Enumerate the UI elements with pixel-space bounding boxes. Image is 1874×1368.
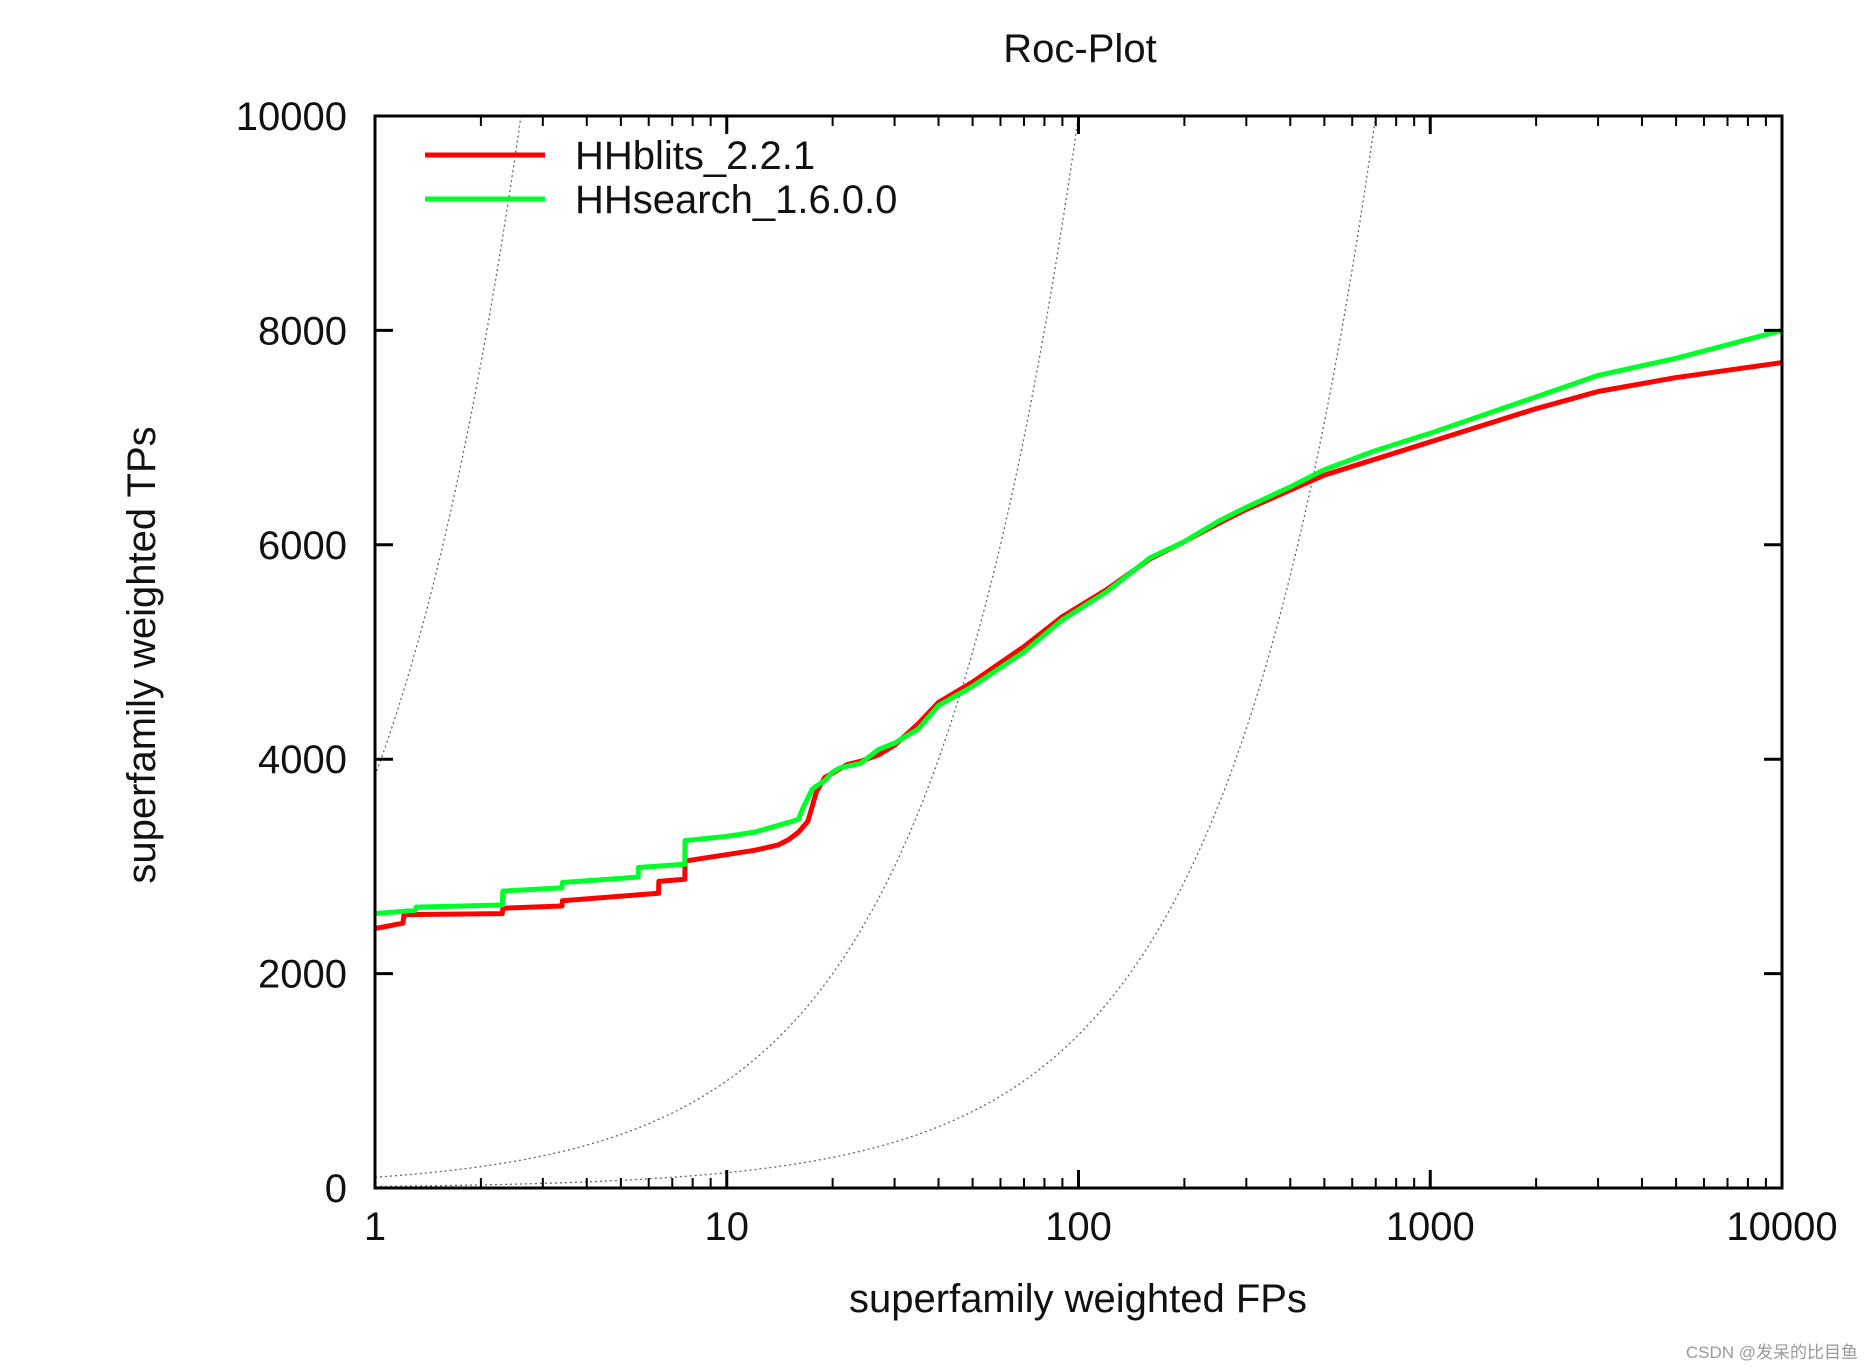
series-line-2 (375, 327, 1782, 917)
x-tick-label: 1 (364, 1205, 386, 1249)
legend-label-1: HHblits_2.2.1 (575, 134, 815, 178)
x-tick-label: 10 (705, 1205, 750, 1249)
y-tick-label: 0 (325, 1167, 347, 1211)
y-tick-label: 2000 (258, 953, 347, 997)
axis-labels: 0 2000 4000 6000 8000 10000 1 10 100 1000 10000 (236, 95, 1838, 1249)
y-axis-label: superfamily weighted TPs (120, 426, 164, 883)
x-tick-label: 100 (1045, 1205, 1112, 1249)
y-tick-label: 6000 (258, 524, 347, 568)
series-lines (375, 327, 1782, 932)
x-tick-label: 10000 (1726, 1205, 1837, 1249)
reference-curve-3 (375, 116, 1377, 1188)
watermark-text: CSDN @发呆的比目鱼 (1686, 1343, 1858, 1362)
x-tick-label: 1000 (1386, 1205, 1475, 1249)
plot-frame (373, 114, 1784, 1190)
axis-ticks (373, 114, 1784, 1190)
plot-border (373, 114, 1784, 1190)
chart-title: Roc-Plot (1003, 27, 1156, 71)
reference-curve-2 (375, 116, 1080, 1178)
y-tick-label: 10000 (236, 95, 347, 139)
y-tick-label: 8000 (258, 309, 347, 353)
x-axis-label: superfamily weighted FPs (849, 1277, 1307, 1321)
series-line-1 (375, 360, 1782, 932)
y-tick-label: 4000 (258, 738, 347, 782)
reference-curves (375, 116, 1377, 1188)
legend-label-2: HHsearch_1.6.0.0 (575, 178, 897, 222)
reference-curve-1 (375, 116, 522, 776)
